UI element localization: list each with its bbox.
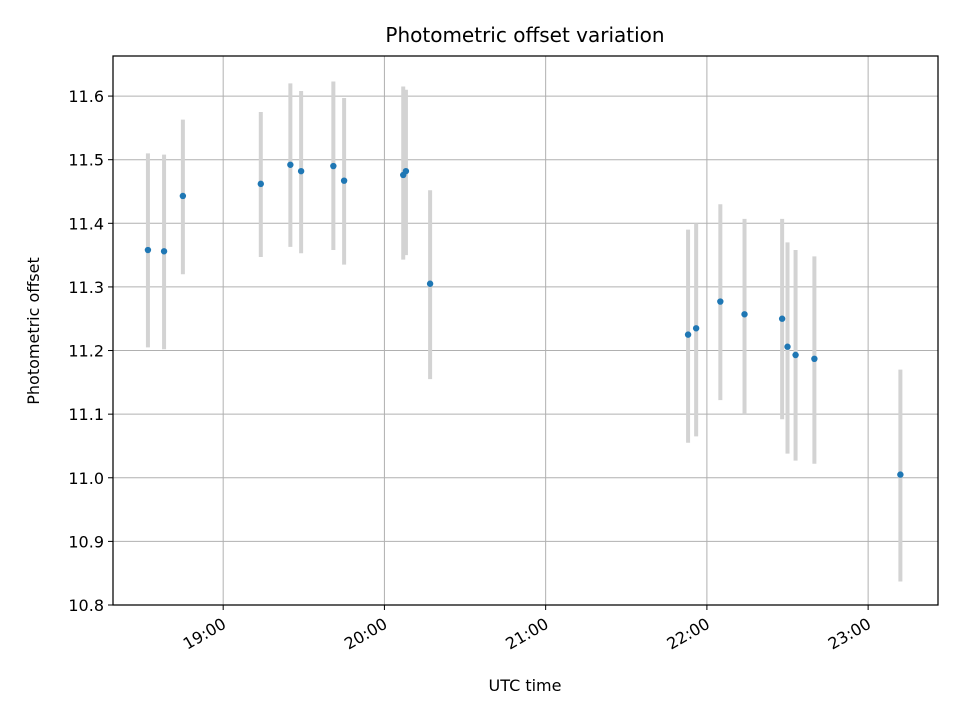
y-tick-label: 11.5 [68, 151, 104, 170]
data-point [897, 471, 904, 478]
data-point [811, 355, 818, 363]
plot-frame [112, 55, 939, 606]
data-point [692, 325, 700, 332]
y-tick-label: 11.1 [68, 405, 104, 424]
data-point [179, 192, 187, 200]
data-point [330, 162, 337, 170]
y-tick-label: 11.4 [68, 214, 104, 233]
y-tick-label: 10.9 [68, 532, 104, 551]
y-tick-label: 11.2 [68, 342, 104, 361]
y-tick-label: 11.0 [68, 469, 104, 488]
data-point [684, 331, 692, 338]
data-point [778, 315, 786, 322]
y-tick-label: 11.3 [68, 278, 104, 297]
data-point [426, 280, 434, 287]
data-point [792, 351, 799, 359]
chart-title: Photometric offset variation [385, 23, 664, 47]
grid-lines [113, 56, 938, 606]
data-point [784, 343, 791, 350]
data-point [717, 298, 724, 305]
data-point [144, 246, 152, 254]
data-point [287, 161, 294, 168]
y-axis-ticks: 10.8 10.9 11.0 11.1 11.2 11.3 11.4 11.5 11.6 [68, 87, 113, 615]
data-point [160, 248, 168, 255]
y-tick-label: 11.6 [68, 87, 104, 106]
x-axis-label: UTC time [489, 676, 562, 695]
data-point [340, 177, 348, 184]
data-point [741, 311, 748, 318]
data-point [297, 167, 305, 175]
y-axis-label: Photometric offset [24, 257, 43, 405]
data-point [257, 180, 265, 188]
data-point [402, 167, 410, 175]
y-tick-label: 10.8 [68, 596, 104, 615]
data-points [144, 161, 904, 478]
